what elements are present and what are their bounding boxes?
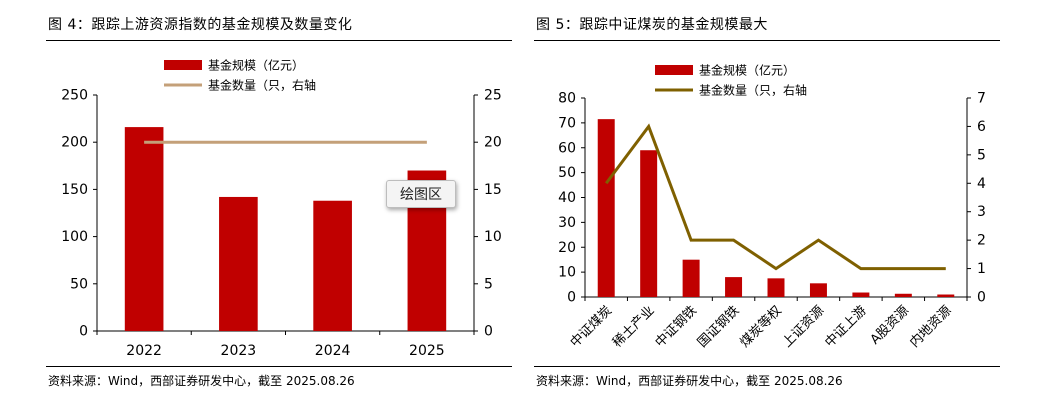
left-left-tick-label: 100 — [61, 229, 88, 245]
right-bar — [725, 277, 743, 297]
right-category-label: 内地资源 — [907, 303, 955, 351]
right-right-tick-label: 2 — [977, 233, 986, 249]
right-left-tick-label: 10 — [558, 265, 576, 281]
right-left-tick-label: 20 — [558, 240, 576, 256]
right-right-tick-label: 3 — [977, 204, 986, 220]
right-left-tick-label: 0 — [567, 290, 576, 306]
left-bar — [219, 196, 258, 331]
right-right-tick-label: 5 — [977, 147, 986, 163]
left-title-rule — [46, 40, 512, 41]
left-source-rule — [46, 366, 512, 367]
left-left-tick-label: 200 — [61, 135, 88, 151]
right-bar — [767, 278, 785, 297]
right-left-tick-label: 30 — [558, 215, 576, 231]
right-bar — [640, 150, 658, 297]
right-right-tick-label: 6 — [977, 119, 986, 135]
right-chart-title: 图 5：跟踪中证煤炭的基金规模最大 — [536, 17, 768, 33]
left-bar — [124, 127, 164, 331]
right-bar — [809, 283, 827, 297]
left-legend-bar-swatch — [164, 60, 202, 70]
right-legend-bar-swatch — [655, 65, 693, 75]
right-bar — [937, 294, 955, 297]
right-left-tick-label: 40 — [558, 190, 576, 206]
left-right-tick-label: 15 — [484, 182, 502, 198]
right-left-tick-label: 70 — [558, 115, 576, 131]
left-legend-line-label: 基金数量（只，右轴 — [208, 78, 316, 93]
right-legend-line-label: 基金数量（只，右轴 — [699, 83, 807, 98]
right-bar — [894, 293, 912, 297]
left-left-tick-label: 0 — [79, 324, 88, 340]
right-category-label: A股资源 — [868, 303, 912, 347]
left-right-tick-label: 5 — [484, 276, 493, 292]
right-title-rule — [534, 40, 1000, 41]
right-category-label: 中证钢铁 — [653, 303, 700, 350]
left-category-label: 2025 — [409, 343, 445, 359]
left-left-tick-label: 150 — [61, 182, 88, 198]
right-source-note: 资料来源：Wind，西部证券研发中心，截至 2025.08.26 — [536, 374, 843, 388]
right-left-tick-label: 50 — [558, 165, 576, 181]
right-bar — [597, 119, 615, 297]
right-left-tick-label: 80 — [558, 91, 576, 107]
right-bar — [682, 259, 700, 297]
right-legend-bar-label: 基金规模（亿元） — [699, 63, 795, 78]
left-chart-title: 图 4：跟踪上游资源指数的基金规模及数量变化 — [48, 17, 353, 33]
right-bar — [852, 292, 870, 297]
left-right-tick-label: 25 — [484, 88, 502, 104]
right-right-tick-label: 4 — [977, 176, 986, 192]
right-count-line — [605, 123, 946, 271]
right-right-tick-label: 7 — [977, 91, 986, 107]
right-category-label: 稀土产业 — [610, 303, 657, 350]
left-source-note: 资料来源：Wind，西部证券研发中心，截至 2025.08.26 — [48, 374, 355, 388]
left-right-tick-label: 10 — [484, 229, 502, 245]
right-source-rule — [534, 366, 1000, 367]
left-category-label: 2022 — [126, 343, 162, 359]
left-bar — [313, 200, 352, 331]
right-left-tick-label: 60 — [558, 140, 576, 156]
right-category-label: 中证煤炭 — [568, 303, 615, 350]
left-left-tick-label: 250 — [61, 88, 88, 104]
left-category-label: 2023 — [221, 343, 257, 359]
plot-area-tooltip: 绘图区 — [386, 180, 456, 208]
right-right-tick-label: 0 — [977, 290, 986, 306]
left-right-tick-label: 0 — [484, 324, 493, 340]
left-category-label: 2024 — [315, 343, 351, 359]
right-category-label: 国证钢铁 — [695, 303, 742, 350]
left-right-tick-label: 20 — [484, 135, 502, 151]
right-category-label: 上证资源 — [780, 303, 827, 350]
right-category-label: 中证上游 — [822, 303, 869, 350]
left-left-tick-label: 50 — [70, 276, 88, 292]
right-right-tick-label: 1 — [977, 261, 986, 277]
right-category-label: 煤炭等权 — [737, 303, 785, 351]
left-legend-bar-label: 基金规模（亿元） — [208, 58, 304, 73]
